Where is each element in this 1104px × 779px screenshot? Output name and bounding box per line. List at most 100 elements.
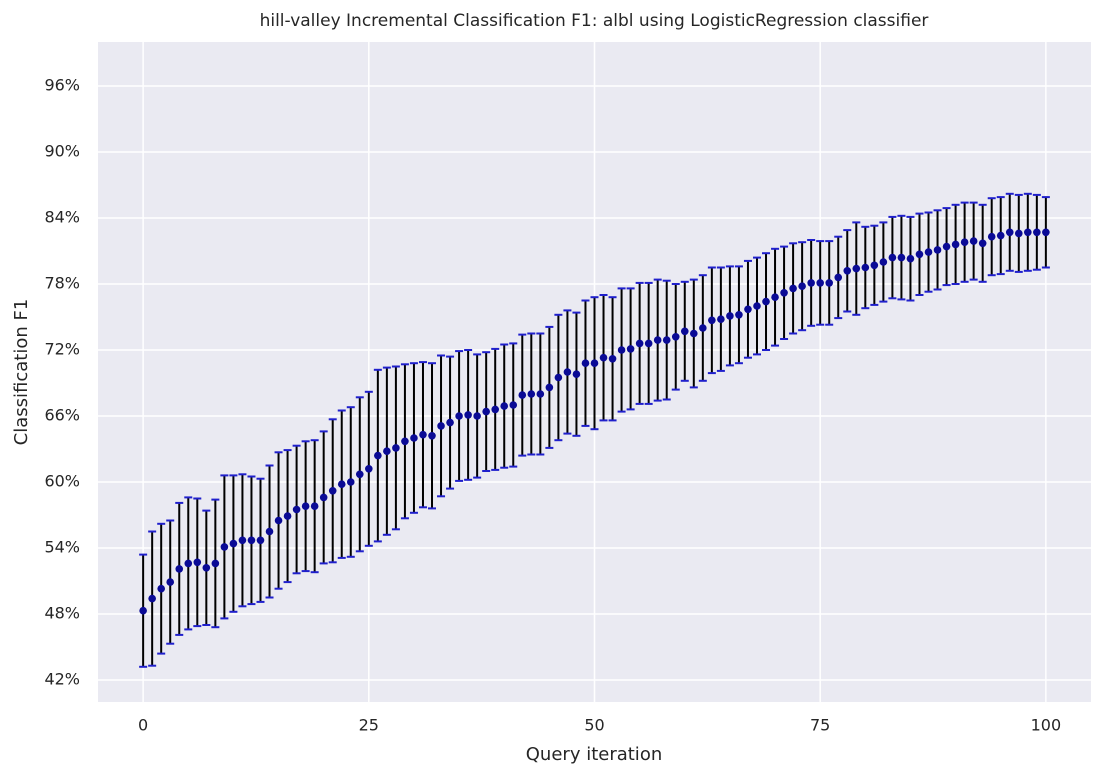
- chart-title: hill-valley Incremental Classification F…: [260, 11, 929, 31]
- point: [969, 237, 978, 245]
- point: [717, 315, 725, 324]
- y-tick-label: 78%: [44, 274, 80, 293]
- point: [1014, 229, 1023, 238]
- point: [807, 279, 815, 287]
- point: [1042, 228, 1050, 237]
- y-tick-label: 48%: [44, 604, 80, 623]
- point: [184, 559, 193, 568]
- point: [653, 336, 662, 344]
- point: [644, 339, 653, 348]
- y-tick-label: 60%: [44, 472, 80, 491]
- x-tick-label: 25: [359, 716, 379, 735]
- point: [301, 502, 310, 511]
- point: [599, 353, 608, 362]
- point: [834, 273, 843, 282]
- point: [753, 302, 761, 310]
- point: [346, 478, 355, 486]
- point: [265, 527, 274, 536]
- point: [554, 373, 563, 382]
- point: [608, 355, 617, 363]
- point: [671, 333, 680, 341]
- point: [1033, 228, 1041, 237]
- point: [401, 437, 409, 446]
- point: [617, 346, 626, 354]
- point: [879, 258, 888, 266]
- point: [789, 284, 797, 293]
- point: [690, 329, 698, 338]
- point: [211, 559, 220, 568]
- point: [175, 565, 184, 573]
- point: [888, 253, 897, 262]
- point: [256, 536, 265, 545]
- point: [635, 339, 644, 348]
- point: [310, 502, 319, 511]
- point: [590, 359, 599, 368]
- point: [780, 289, 788, 297]
- point: [464, 411, 472, 419]
- point: [365, 465, 373, 473]
- point: [735, 311, 743, 319]
- point: [491, 405, 500, 414]
- point: [428, 432, 436, 440]
- point: [374, 451, 382, 460]
- point: [527, 390, 536, 398]
- point: [861, 263, 870, 272]
- point: [626, 345, 635, 353]
- point: [193, 558, 202, 567]
- point: [319, 493, 328, 502]
- point: [996, 231, 1005, 240]
- point: [410, 434, 418, 442]
- point: [536, 390, 545, 398]
- point: [419, 430, 427, 439]
- point: [852, 264, 861, 273]
- point: [139, 606, 147, 615]
- point: [238, 536, 247, 545]
- point: [951, 240, 960, 249]
- point: [843, 267, 852, 275]
- point: [392, 444, 400, 452]
- point: [383, 447, 391, 456]
- point: [942, 242, 951, 251]
- point: [572, 370, 581, 379]
- point: [906, 254, 915, 263]
- point: [924, 248, 933, 256]
- point: [825, 279, 834, 287]
- point: [337, 480, 346, 489]
- point: [355, 470, 364, 479]
- point: [744, 305, 752, 314]
- point: [482, 407, 490, 416]
- point: [509, 401, 518, 409]
- point: [897, 253, 906, 262]
- point: [933, 246, 942, 254]
- y-tick-label: 72%: [44, 340, 80, 359]
- point: [202, 564, 211, 572]
- point: [870, 261, 879, 270]
- point: [446, 418, 454, 427]
- point: [1024, 228, 1032, 237]
- point: [500, 402, 509, 410]
- point: [960, 238, 969, 246]
- point: [473, 412, 481, 420]
- y-tick-label: 66%: [44, 406, 80, 425]
- x-tick-label: 75: [810, 716, 830, 735]
- point: [545, 383, 554, 392]
- point: [1005, 228, 1014, 237]
- point: [563, 368, 572, 376]
- point: [662, 336, 671, 344]
- point: [437, 422, 445, 430]
- point: [283, 512, 292, 520]
- point: [798, 282, 806, 291]
- y-tick-label: 96%: [44, 76, 80, 95]
- point: [987, 232, 996, 241]
- y-tick-label: 90%: [44, 142, 80, 161]
- point: [978, 239, 987, 248]
- point: [699, 324, 707, 332]
- point: [726, 312, 734, 320]
- point: [220, 543, 229, 551]
- x-tick-label: 0: [138, 716, 148, 735]
- point: [581, 359, 590, 368]
- point: [247, 536, 256, 545]
- point: [166, 578, 175, 586]
